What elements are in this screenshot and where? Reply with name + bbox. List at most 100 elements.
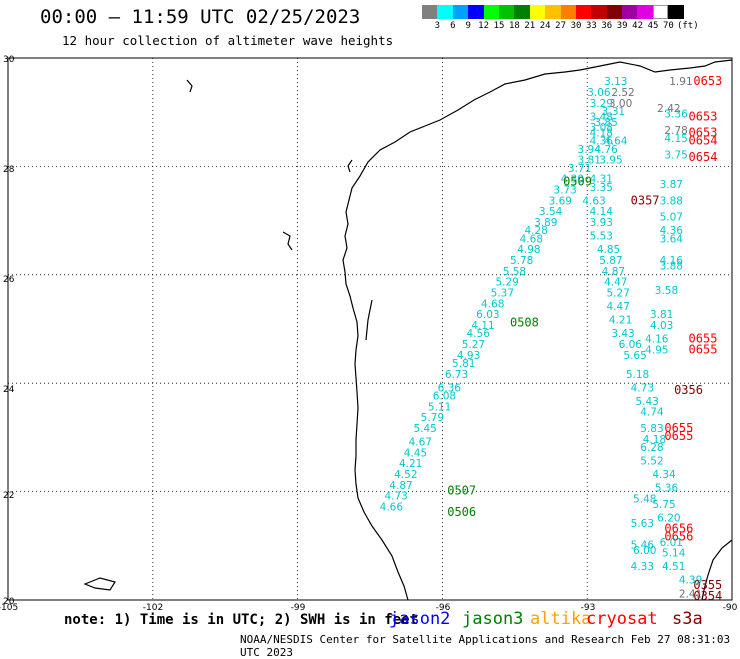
swh-value: 4.39	[679, 575, 702, 587]
swh-value: 4.64	[604, 136, 628, 148]
x-tick-label: -105	[0, 603, 18, 613]
swh-value: 4.18	[643, 434, 666, 446]
track-time-label: 0355	[693, 578, 722, 592]
legend-swatch	[514, 5, 530, 19]
track-time-label: 0653	[689, 126, 718, 140]
swh-value: 4.73	[384, 491, 407, 503]
swh-value: 1.91	[669, 76, 692, 88]
track-time-label: 0508	[510, 315, 539, 329]
page-subtitle: 12 hour collection of altimeter wave hei…	[62, 33, 394, 48]
swh-value: 4.66	[380, 502, 404, 514]
swh-value: 4.33	[631, 561, 654, 573]
swh-value: 3.81	[650, 309, 673, 321]
legend-cryosat: cryosat	[586, 609, 658, 629]
swh-value: 4.18	[590, 128, 613, 140]
swh-value: 3.36	[664, 109, 688, 121]
legend-label: 12	[478, 21, 490, 31]
legend-swatch	[560, 5, 576, 19]
x-tick-label: -96	[436, 603, 451, 613]
swh-value: 4.16	[645, 334, 669, 346]
x-tick-label: -99	[291, 603, 306, 613]
swh-value: 4.16	[660, 255, 684, 267]
swh-value: 4.76	[594, 144, 618, 156]
swh-value: 5.07	[660, 212, 683, 224]
swh-value: 4.87	[602, 266, 625, 278]
footer-note: note: 1) Time is in UTC; 2) SWH is in fe…	[64, 612, 419, 628]
legend-label: 45	[647, 21, 659, 31]
track-time-label: 0356	[674, 383, 703, 397]
track-time-label: 0656	[664, 529, 693, 543]
swh-value: 3.48	[590, 111, 613, 123]
swh-value: 6.06	[619, 339, 643, 351]
legend-swatch	[591, 5, 607, 19]
track-time-label: 0653	[693, 74, 722, 88]
swh-value: 6.36	[438, 382, 462, 394]
footer-credit: NOAA/NESDIS Center for Satellite Applica…	[240, 633, 731, 659]
legend-jason2: jason2	[389, 609, 451, 629]
track-time-label: 0655	[689, 332, 718, 346]
swh-value: 2.42	[657, 103, 680, 115]
y-tick-label: 22	[3, 491, 14, 501]
swh-value: 5.87	[599, 255, 622, 267]
track-time-label: 0506	[447, 505, 476, 519]
track-time-label: 0655	[689, 342, 718, 356]
swh-value: 5.29	[495, 277, 518, 289]
swh-value: 4.63	[582, 195, 605, 207]
legend-altika: altika	[530, 609, 592, 629]
y-tick-label: 28	[3, 165, 15, 175]
wave-height-values: 3.133.06 2.523.003.293.313.483.853.084.18…	[380, 76, 703, 600]
swh-value: 3.58	[655, 285, 678, 297]
swh-value: 5.27	[607, 287, 630, 299]
swh-value: 5.45	[413, 423, 436, 435]
track-time-label: 0507	[447, 483, 476, 497]
swh-value: 3.35	[590, 182, 613, 194]
swh-value: 4.47	[604, 277, 627, 289]
swh-value: 4.51	[662, 561, 685, 573]
swh-value: 3.54	[539, 206, 563, 218]
swh-value: 5.83	[640, 423, 663, 435]
y-tick-label: 24	[3, 385, 15, 395]
swh-value: 4.03	[650, 320, 673, 332]
legend-label: 18	[508, 21, 520, 31]
swh-value: 5.53	[590, 231, 613, 243]
swh-value: 3.06	[587, 87, 611, 99]
legend-swatch	[637, 5, 653, 19]
track-time-label: 0655	[664, 429, 693, 443]
legend-label: 6	[450, 21, 456, 31]
swh-value: 3.95	[599, 155, 622, 167]
map-grid	[8, 58, 732, 600]
map-frame	[7, 57, 733, 601]
swh-value: 4.36	[660, 225, 684, 237]
legend-swatch	[483, 5, 499, 19]
swh-value: 2.52	[611, 87, 634, 99]
swh-value: 4.85	[597, 244, 620, 256]
x-tick-label: -90	[723, 603, 738, 613]
legend-swatch	[668, 5, 684, 19]
swh-value: 3.08	[590, 122, 613, 134]
swh-value: 3.88	[660, 260, 683, 272]
swh-value: 4.68	[520, 233, 543, 245]
swh-value: 5.65	[623, 350, 646, 362]
swh-value: 5.27	[462, 339, 485, 351]
swh-value: 5.63	[631, 518, 654, 530]
swh-value: 5.43	[635, 396, 658, 408]
swh-value: 5.11	[428, 401, 451, 413]
track-time-label: 0509	[563, 174, 592, 188]
swh-value: 3.81	[578, 155, 601, 167]
legend-swatch	[575, 5, 592, 19]
swh-value: 4.34	[652, 469, 676, 481]
legend-label: 30	[570, 21, 582, 31]
legend-label: 15	[493, 21, 505, 31]
y-tick-label: 26	[3, 275, 15, 285]
track-time-label: 0654	[689, 134, 718, 148]
swh-value: 3.69	[549, 195, 572, 207]
swh-value: 4.68	[481, 298, 504, 310]
swh-value: 3.94	[578, 144, 602, 156]
legend-swatch	[529, 5, 546, 19]
legend-label: 9	[465, 21, 471, 31]
legend-swatch	[422, 5, 438, 19]
swh-value: 5.58	[503, 266, 526, 278]
legend-swatch	[652, 5, 669, 19]
track-time-label: 0656	[664, 521, 693, 535]
swh-value: 3.43	[611, 328, 634, 340]
